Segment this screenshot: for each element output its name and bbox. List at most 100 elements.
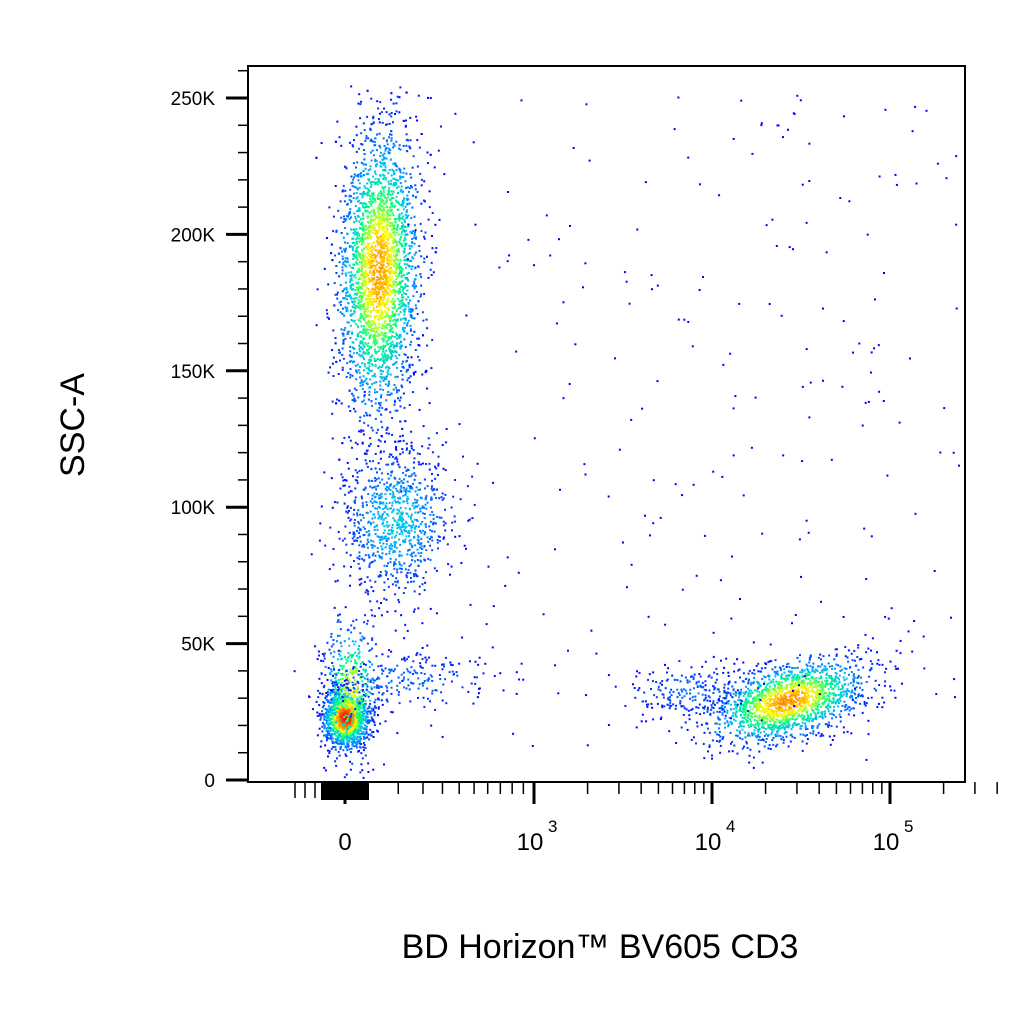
event-point [404, 238, 407, 241]
event-point [384, 335, 386, 337]
event-point [405, 242, 408, 245]
event-point [402, 224, 404, 227]
event-point [342, 261, 345, 264]
event-point [431, 211, 434, 214]
event-point [369, 290, 372, 293]
event-point [340, 710, 343, 713]
event-point [354, 399, 357, 402]
event-point [352, 735, 355, 738]
event-point [403, 406, 406, 409]
event-point [398, 342, 401, 345]
event-point [395, 262, 398, 265]
event-point [358, 745, 361, 748]
event-point [350, 359, 353, 362]
event-point [391, 224, 394, 226]
event-point [334, 760, 337, 763]
event-point [355, 256, 357, 259]
event-point [366, 719, 369, 722]
event-point [344, 753, 347, 756]
event-point [343, 692, 346, 695]
event-point [347, 715, 350, 718]
event-point [333, 724, 336, 727]
event-point [387, 180, 390, 183]
event-point [398, 516, 401, 519]
event-point [378, 228, 381, 231]
event-point [420, 293, 423, 296]
event-point [363, 158, 366, 161]
event-point [409, 230, 412, 233]
event-point [365, 192, 368, 195]
event-point [377, 241, 380, 244]
event-point [380, 182, 383, 185]
event-point [389, 411, 392, 414]
event-point [373, 382, 376, 384]
event-point [366, 242, 369, 245]
event-point [333, 719, 336, 722]
event-point [361, 264, 364, 267]
event-point [360, 354, 363, 357]
event-point [359, 237, 362, 240]
event-point [352, 620, 355, 623]
event-point [393, 232, 395, 235]
event-point [356, 708, 359, 711]
event-point [325, 721, 328, 724]
event-point [366, 237, 369, 239]
event-point [409, 173, 412, 176]
event-point [371, 271, 374, 274]
event-point [367, 303, 369, 306]
event-point [388, 224, 391, 227]
event-point [422, 319, 425, 322]
event-point [410, 245, 413, 248]
event-point [382, 169, 384, 172]
event-point [370, 302, 373, 305]
event-point [395, 275, 398, 278]
event-point [341, 720, 344, 723]
event-point [344, 718, 346, 721]
event-point [365, 137, 368, 140]
event-point [337, 679, 340, 681]
event-point [411, 166, 414, 169]
event-point [373, 198, 376, 200]
event-point [395, 231, 398, 234]
event-point [337, 373, 340, 375]
event-point [371, 254, 374, 257]
event-point [381, 302, 384, 305]
event-point [361, 330, 364, 333]
event-point [404, 124, 407, 127]
event-point [382, 213, 385, 216]
event-point [355, 713, 358, 716]
event-point [343, 706, 346, 709]
event-point [330, 670, 333, 673]
event-point [366, 115, 369, 118]
event-point [346, 298, 348, 301]
event-point [429, 268, 432, 271]
event-point [356, 662, 359, 665]
event-point [418, 463, 420, 466]
event-point [426, 151, 429, 154]
event-point [338, 261, 341, 264]
event-point [341, 715, 344, 718]
event-point [382, 337, 385, 340]
event-point [336, 703, 339, 706]
event-point [368, 226, 371, 229]
event-point [390, 228, 393, 231]
event-point [367, 274, 370, 277]
event-point [360, 300, 363, 303]
event-point [377, 333, 380, 336]
event-point [351, 305, 354, 308]
event-point [366, 707, 369, 710]
event-point [345, 167, 348, 170]
event-point [371, 677, 374, 680]
event-point [340, 216, 343, 219]
event-point [379, 388, 382, 391]
event-point [388, 136, 390, 139]
event-point [411, 265, 414, 268]
event-point [363, 709, 366, 712]
event-point [368, 390, 371, 393]
event-point [317, 650, 320, 653]
event-point [374, 288, 377, 291]
event-point [400, 281, 403, 284]
event-point [354, 230, 357, 233]
event-point [348, 218, 351, 220]
event-point [380, 209, 383, 212]
